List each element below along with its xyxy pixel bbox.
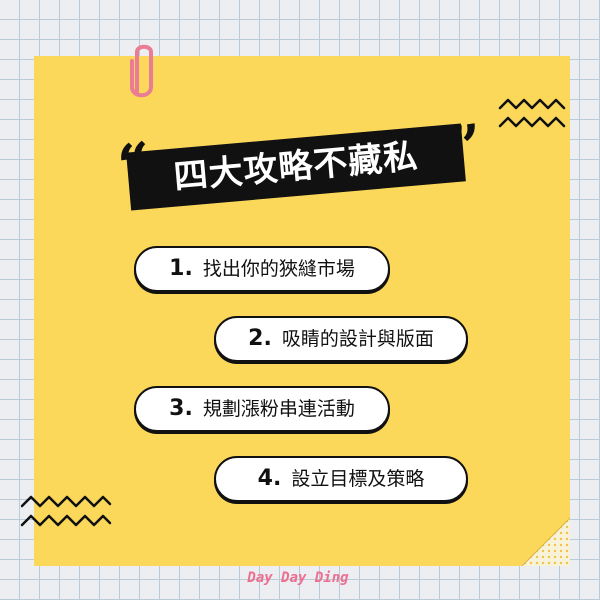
right-quote-mark: ” (444, 111, 487, 183)
strategy-item-1: 1. 找出你的狹縫市場 (134, 246, 390, 292)
zigzag-lines-icon (20, 495, 112, 527)
strategy-label: 設立目標及策略 (291, 467, 425, 490)
strategy-label: 找出你的狹縫市場 (202, 257, 355, 280)
strategy-number: 2. (248, 326, 272, 351)
strategy-label: 規劃漲粉串連活動 (202, 397, 355, 420)
zigzag-lines-icon (498, 98, 566, 128)
strategy-item-2: 2. 吸睛的設計與版面 (214, 316, 468, 362)
strategy-number: 4. (257, 466, 282, 491)
strategy-number: 3. (169, 396, 193, 421)
brand-name: Day Day Ding (247, 570, 349, 586)
strategy-item-3: 3. 規劃漲粉串連活動 (134, 386, 390, 432)
page-fold-icon (522, 518, 570, 566)
page-title: 四大攻略不藏私 (172, 136, 420, 198)
strategy-number: 1. (169, 256, 193, 281)
title-banner: 四大攻略不藏私 “ ” (113, 111, 488, 211)
paperclip-icon (130, 44, 153, 98)
strategy-label: 吸睛的設計與版面 (281, 327, 434, 350)
left-quote-mark: “ (113, 129, 156, 201)
strategy-item-4: 4. 設立目標及策略 (214, 456, 468, 502)
